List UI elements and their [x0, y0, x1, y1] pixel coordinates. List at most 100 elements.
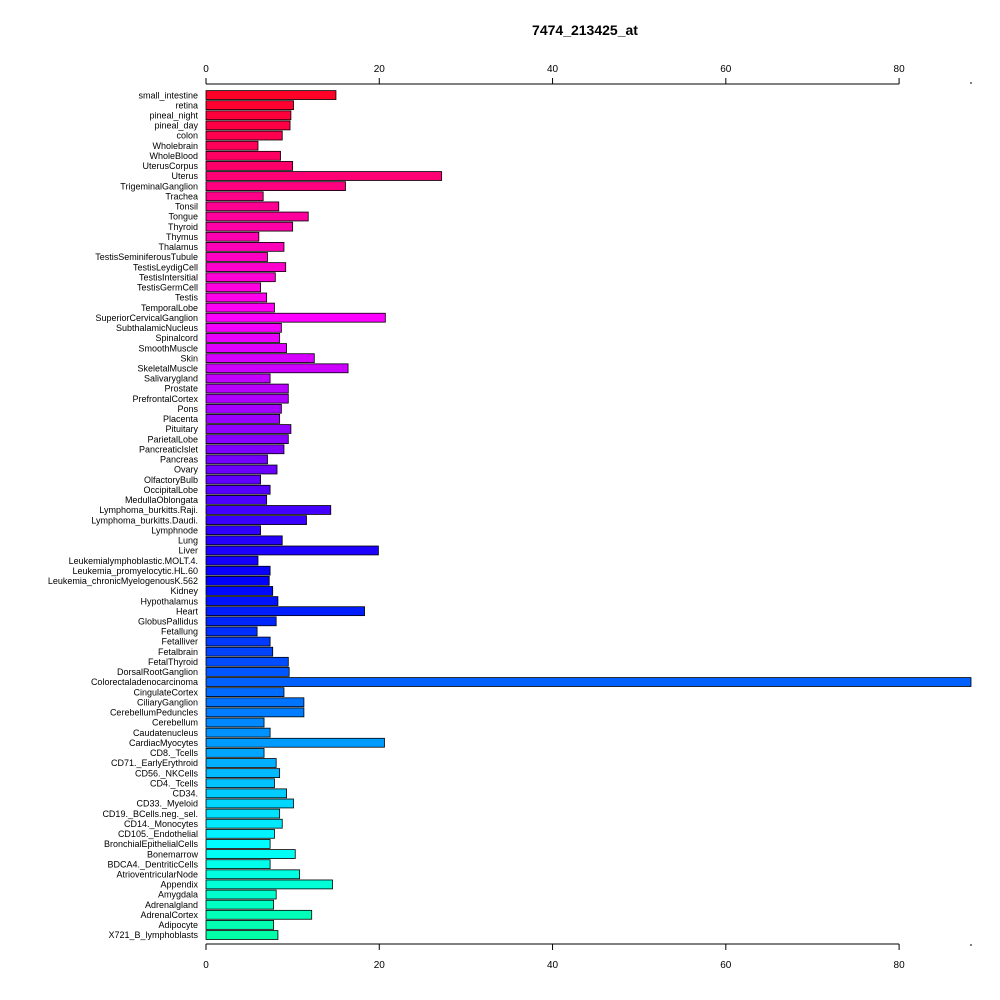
category-label-12: Tongue	[168, 212, 198, 222]
bar-32	[205, 414, 281, 424]
bar-13	[205, 221, 294, 232]
category-label-73: CD105._Endothelial	[118, 829, 198, 839]
top-tick-label-1: 20	[374, 64, 386, 75]
bar-3	[205, 120, 291, 131]
bar-38	[205, 474, 261, 485]
category-label-19: TestisGermCell	[137, 283, 198, 293]
bar-25	[205, 343, 287, 353]
category-label-79: Amygdala	[158, 890, 198, 900]
category-label-28: Salivarygland	[144, 374, 198, 384]
bar-10	[205, 191, 264, 202]
bar-71	[205, 808, 281, 819]
bar-50	[205, 596, 279, 606]
bar-5	[205, 140, 259, 151]
bar-74	[205, 839, 271, 849]
bar-9	[205, 181, 346, 192]
top-tick-label-3: 60	[720, 64, 732, 75]
bar-41	[205, 505, 332, 515]
bar-19	[205, 282, 261, 293]
bottom-tick-label-2: 40	[547, 960, 559, 971]
bar-65	[205, 748, 265, 758]
category-label-37: Ovary	[174, 465, 199, 475]
bar-80	[205, 899, 274, 910]
category-label-40: MedullaOblongata	[125, 495, 198, 505]
category-label-55: Fetalbrain	[158, 647, 198, 657]
chart-title: 7474_213425_at	[532, 22, 638, 38]
bar-28	[205, 373, 271, 384]
bar-43	[205, 525, 261, 536]
category-label-5: Wholebrain	[152, 141, 198, 151]
category-label-75: Bonemarrow	[147, 849, 199, 859]
category-label-51: Heart	[176, 606, 199, 616]
bottom-tick-label-1: 20	[374, 960, 386, 971]
bar-35	[205, 444, 285, 455]
category-label-76: BDCA4._DentriticCells	[107, 859, 198, 869]
category-label-0: small_intestine	[138, 90, 198, 100]
bar-36	[205, 454, 268, 465]
category-label-45: Liver	[178, 546, 198, 556]
category-labels: small_intestineretinapineal_nightpineal_…	[48, 90, 199, 940]
bar-17	[205, 262, 287, 272]
bar-83	[205, 930, 279, 940]
bar-60	[205, 697, 305, 708]
bar-63	[205, 727, 271, 738]
category-label-71: CD19._BCells.neg._sel.	[102, 809, 198, 819]
category-label-4: colon	[176, 131, 198, 141]
category-label-70: CD33._Myeloid	[136, 799, 198, 809]
category-label-21: TemporalLobe	[141, 303, 198, 313]
category-label-44: Lung	[178, 536, 198, 546]
category-label-77: AtrioventricularNode	[116, 870, 198, 880]
bar-54	[205, 636, 271, 647]
bar-61	[205, 707, 305, 718]
category-label-58: Colorectaladenocarcinoma	[91, 677, 198, 687]
category-label-14: Thymus	[166, 232, 199, 242]
category-label-47: Leukemia_promyelocytic.HL.60	[72, 566, 198, 576]
bar-81	[205, 909, 313, 920]
category-label-82: Adipocyte	[158, 920, 198, 930]
category-label-50: Hypothalamus	[140, 596, 198, 606]
bar-58	[205, 677, 972, 687]
bar-15	[205, 242, 285, 252]
category-label-20: Testis	[175, 293, 199, 303]
category-label-31: Pons	[177, 404, 198, 414]
category-label-61: CerebellumPeduncles	[110, 708, 199, 718]
bar-66	[205, 758, 277, 768]
bar-72	[205, 818, 283, 829]
category-label-42: Lymphoma_burkitts.Daudi.	[91, 515, 198, 525]
bar-20	[205, 292, 268, 303]
bar-77	[205, 869, 300, 880]
bar-0	[205, 90, 337, 100]
bar-16	[205, 252, 268, 262]
bar-30	[205, 393, 289, 404]
category-label-13: Thyroid	[168, 222, 198, 232]
bar-75	[205, 849, 296, 859]
bar-55	[205, 646, 274, 657]
category-label-27: SkeletalMuscle	[137, 364, 198, 374]
bar-79	[205, 889, 277, 900]
category-label-72: CD14._Monocytes	[124, 819, 199, 829]
bar-8	[205, 171, 443, 181]
category-label-9: TrigeminalGanglion	[120, 181, 198, 191]
x-axis-top: 0 20 40 60 80	[203, 64, 972, 85]
bar-22	[205, 312, 386, 323]
bar-51	[205, 606, 365, 617]
category-label-64: CardiacMyocytes	[129, 738, 199, 748]
bar-45	[205, 545, 379, 556]
bar-64	[205, 737, 385, 748]
bar-24	[205, 333, 281, 343]
bottom-tick-label-4: 80	[894, 960, 906, 971]
bar-6	[205, 150, 281, 161]
top-tick-label-4: 80	[894, 64, 906, 75]
bar-23	[205, 322, 282, 333]
category-label-52: GlobusPallidus	[138, 617, 199, 627]
category-label-24: Spinalcord	[155, 333, 198, 343]
category-label-22: SuperiorCervicalGanglion	[95, 313, 198, 323]
bar-39	[205, 484, 271, 495]
bar-1	[205, 100, 294, 111]
category-label-39: OccipitalLobe	[143, 485, 198, 495]
bar-49	[205, 586, 274, 596]
category-label-8: Uterus	[171, 171, 198, 181]
category-label-80: Adrenalgland	[145, 900, 198, 910]
category-label-6: WholeBlood	[149, 151, 198, 161]
category-label-43: Lymphnode	[151, 525, 198, 535]
